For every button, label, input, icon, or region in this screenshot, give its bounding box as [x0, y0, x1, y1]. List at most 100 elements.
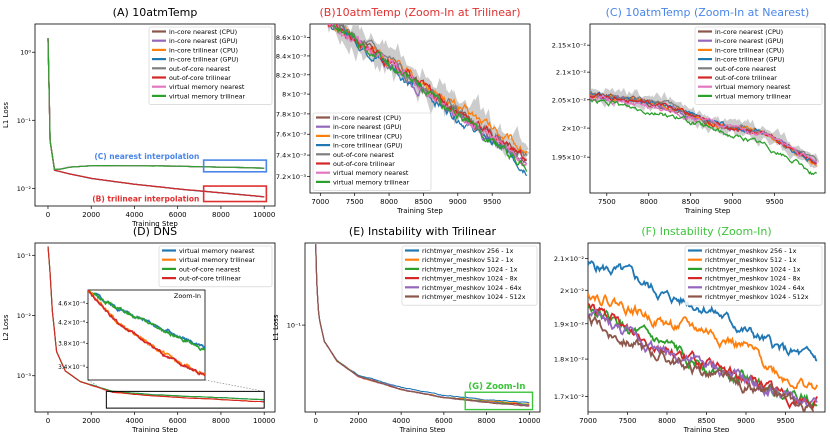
- panel-f: (F) Instability (Zoom-In) 7000 7500 8000 850…: [554, 225, 826, 434]
- legend-label: in-core nearest (GPU): [333, 123, 402, 131]
- legend-label: virtual memory trilinear: [169, 92, 246, 100]
- x-tick-label: 9000: [724, 198, 742, 206]
- inset-y-tick-label: 4.2×10⁻⁴: [58, 320, 86, 327]
- plot-frame: [34, 23, 276, 207]
- legend-label: in-core trilinear (GPU): [333, 142, 403, 150]
- legend-label: richtmyer_meshkov 256 - 1x: [705, 247, 797, 255]
- series-line: [315, 244, 530, 407]
- inset-line: [88, 290, 205, 377]
- x-tick-label: 6000: [435, 417, 453, 425]
- panel-c: (C) 10atmTemp (Zoom-In at Nearest) 7500 80…: [552, 6, 826, 215]
- nearest-zoom-box: [202, 159, 268, 173]
- legend-label: out-of-core trilinear: [179, 275, 241, 283]
- series-line: [47, 38, 265, 198]
- inset-lines: [88, 290, 205, 377]
- legend-label: in-core nearest (GPU): [169, 37, 238, 45]
- legend-label: in-core trilinear (GPU): [169, 56, 239, 64]
- legend-label: in-core nearest (CPU): [169, 28, 237, 36]
- plot-frame: [304, 242, 541, 413]
- legend-label: out-of-core nearest: [715, 65, 777, 73]
- y-tick-label: 7.6×10⁻³: [276, 131, 306, 139]
- chart-title: (D) DNS: [133, 225, 177, 238]
- legend-label: richtmyer_meshkov 1024 - 512x: [422, 293, 526, 301]
- legend-label: richtmyer_meshkov 1024 - 8x: [422, 275, 518, 283]
- x-tick-label: 10000: [253, 211, 275, 219]
- panel-b: (B)10atmTemp (Zoom-In at Trilinear) 7000 7…: [276, 6, 531, 215]
- series-line: [588, 304, 818, 410]
- y-tick-label: 10⁻²: [17, 312, 32, 320]
- legend-box: [158, 245, 273, 288]
- y-tick-label: 10⁻³: [17, 372, 32, 380]
- series-lines: [47, 38, 265, 198]
- legend-box: [694, 26, 823, 105]
- series-lines: [315, 244, 530, 407]
- legend-label: out-of-core trilinear: [333, 160, 395, 168]
- x-tick-label: 0: [46, 211, 50, 219]
- x-tick-label: 8500: [698, 417, 716, 425]
- y-tick-label: 10⁰: [20, 49, 31, 57]
- legend-label: in-core nearest (CPU): [715, 28, 783, 36]
- x-tick-label: 7500: [346, 198, 364, 206]
- x-tick-label: 8000: [658, 417, 676, 425]
- y-tick-label: 10⁻²: [17, 185, 32, 193]
- legend-box: [401, 245, 538, 306]
- x-tick-label: 0: [46, 417, 50, 425]
- series-lines: [588, 260, 818, 412]
- y-tick-label: 1.9×10⁻²: [554, 320, 584, 328]
- legend-label: virtual memory trilinear: [179, 256, 256, 264]
- series-line: [590, 94, 818, 164]
- y-tick-label: 2.05×10⁻²: [552, 96, 587, 104]
- legend-label: in-core trilinear (CPU): [169, 46, 238, 54]
- x-tick-label: 8500: [415, 198, 433, 206]
- chart-title: (A) 10atmTemp: [113, 6, 198, 19]
- series-line: [588, 293, 818, 391]
- panel-a: (A) 10atmTemp 0 2000 4000 6000 8000 10000 10⁰ 10…: [2, 6, 276, 228]
- y-tick-label: 8.2×10⁻³: [276, 71, 306, 79]
- series-line: [47, 246, 265, 403]
- legend-label: virtual memory trilinear: [333, 178, 410, 186]
- legend-label: richtmyer_meshkov 1024 - 1x: [422, 265, 518, 273]
- legend-label: richtmyer_meshkov 1024 - 1x: [705, 265, 801, 273]
- legend-label: in-core trilinear (CPU): [333, 132, 402, 140]
- x-axis-label: Training Step: [396, 207, 443, 215]
- x-tick-label: 8000: [640, 198, 658, 206]
- chart-title: (F) Instability (Zoom-In): [641, 225, 771, 238]
- x-tick-label: 2000: [349, 417, 367, 425]
- x-axis-label: Training Step: [131, 220, 178, 228]
- x-tick-label: 7500: [598, 198, 616, 206]
- legend-label: out-of-core nearest: [179, 265, 241, 273]
- y-tick-label: 10⁻¹: [17, 252, 32, 260]
- x-axis-label: Training Step: [684, 207, 731, 215]
- legend-label: richtmyer_meshkov 1024 - 64x: [705, 284, 805, 292]
- x-tick-label: 8000: [478, 417, 496, 425]
- legend-label: in-core nearest (CPU): [333, 114, 401, 122]
- inset-line: [88, 290, 205, 352]
- legend-label: in-core trilinear (GPU): [715, 56, 785, 64]
- y-tick-label: 2.1×10⁻²: [556, 69, 586, 77]
- inset-connector: [87, 379, 107, 392]
- y-tick-label: 1.7×10⁻²: [554, 393, 584, 401]
- x-tick-label: 9000: [449, 198, 467, 206]
- y-tick-label: 7.2×10⁻³: [276, 173, 306, 181]
- plot-frame: [309, 23, 531, 194]
- y-tick-label: 1.8×10⁻²: [554, 356, 584, 364]
- inset-y-tick-label: 3.4×10⁻⁴: [58, 364, 86, 371]
- inset-connector: [204, 379, 265, 392]
- y-tick-label: 8×10⁻³: [282, 91, 306, 99]
- y-axis-label: L1 Loss: [272, 314, 280, 340]
- x-tick-label: 6000: [169, 211, 187, 219]
- annotation-nearest: (C) nearest interpolation: [94, 152, 199, 161]
- y-tick-label: 10⁻¹: [17, 117, 32, 125]
- legend-box: [312, 112, 432, 191]
- legend-label: richtmyer_meshkov 512 - 1x: [705, 256, 797, 264]
- series-line: [590, 92, 817, 165]
- inset-y-tick-label: 3.8×10⁻⁴: [58, 341, 86, 348]
- annotation-trilinear: (B) trilinear interpolation: [92, 195, 199, 204]
- legend-label: richtmyer_meshkov 1024 - 512x: [705, 293, 809, 301]
- legend-label: out-of-core nearest: [333, 151, 395, 159]
- x-tick-label: 0: [313, 417, 317, 425]
- y-tick-label: 2×10⁻²: [562, 125, 586, 133]
- inset-title: Zoom-In: [174, 292, 201, 300]
